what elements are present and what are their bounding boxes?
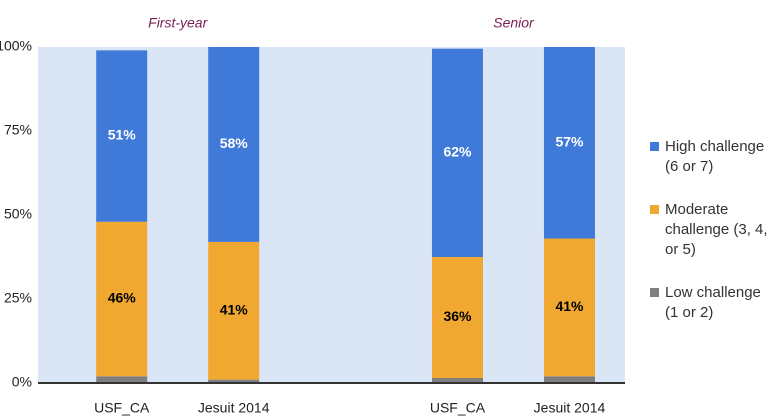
legend-label: Low challenge (1 or 2) xyxy=(665,284,761,321)
data-label: 41% xyxy=(555,298,584,314)
bar-segment xyxy=(96,221,148,377)
x-tick-label: Jesuit 2014 xyxy=(198,400,270,416)
legend-entry: Low challenge (1 or 2) xyxy=(650,283,768,323)
x-tick-label: Jesuit 2014 xyxy=(534,400,606,416)
legend-swatch xyxy=(650,288,659,297)
legend-entry: High challenge (6 or 7) xyxy=(650,137,768,177)
group-label: First-year xyxy=(148,15,208,31)
data-label: 41% xyxy=(220,301,249,317)
data-label: 57% xyxy=(555,133,584,149)
data-label: 51% xyxy=(108,127,137,143)
bar-segment xyxy=(208,379,260,383)
bar-segment xyxy=(543,376,595,383)
bar-segment xyxy=(96,376,148,383)
legend-entry: Moderate challenge (3, 4, or 5) xyxy=(650,200,768,260)
y-tick-label: 100% xyxy=(0,38,32,54)
data-label: 58% xyxy=(220,135,249,151)
bar-segment xyxy=(208,47,260,242)
bar-segment xyxy=(431,377,483,383)
x-tick-label: USF_CA xyxy=(430,400,486,416)
data-label: 36% xyxy=(443,308,472,324)
y-tick-label: 25% xyxy=(4,290,32,306)
legend-label: High challenge (6 or 7) xyxy=(665,138,765,175)
y-tick-label: 0% xyxy=(12,374,32,390)
bar-segment xyxy=(208,241,260,380)
bar-segment xyxy=(543,238,595,377)
group-label: Senior xyxy=(493,15,535,31)
data-label: 46% xyxy=(108,290,137,306)
y-tick-label: 50% xyxy=(4,206,32,222)
bar-segment xyxy=(431,257,483,378)
legend-label: Moderate challenge (3, 4, or 5) xyxy=(665,201,768,258)
y-tick-label: 75% xyxy=(4,122,32,138)
bar-segment xyxy=(96,50,148,222)
data-label: 62% xyxy=(443,144,472,160)
legend-swatch xyxy=(650,205,659,214)
legend-swatch xyxy=(650,142,659,151)
x-tick-label: USF_CA xyxy=(94,400,150,416)
bar-segment xyxy=(543,47,595,239)
bar-segment xyxy=(431,48,483,258)
